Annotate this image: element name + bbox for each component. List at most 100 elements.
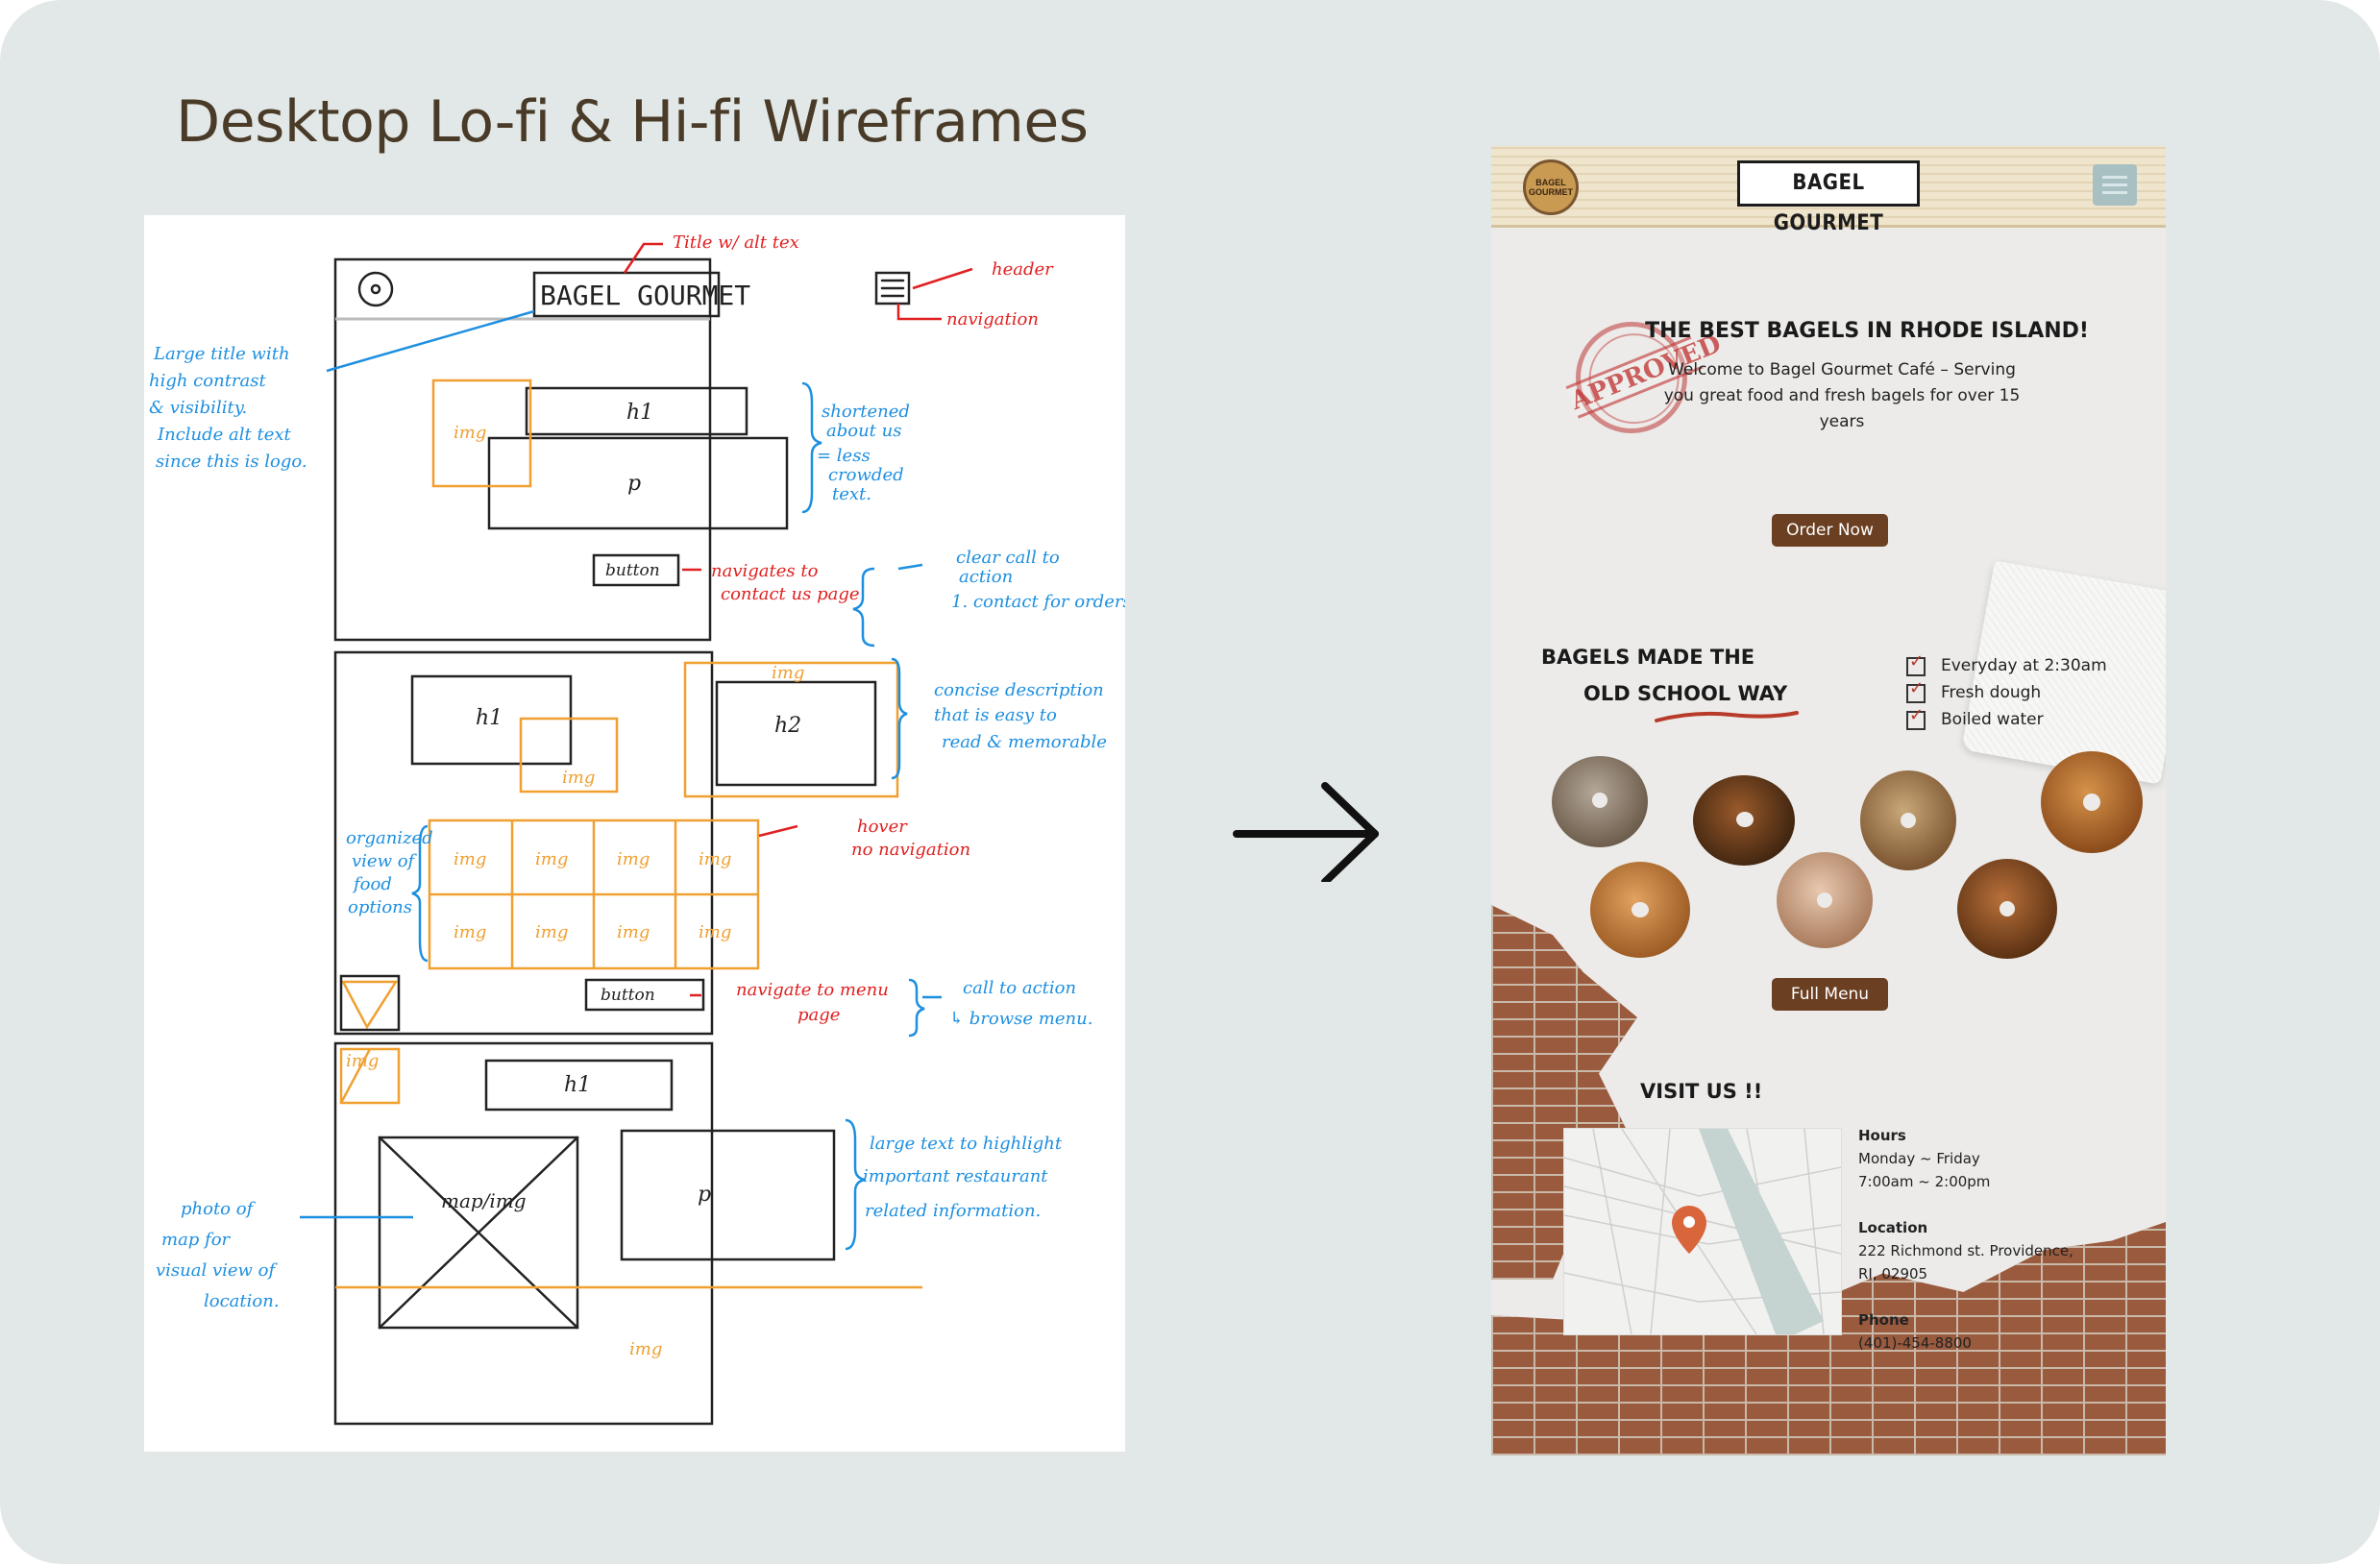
phone-label: Phone (1858, 1311, 1909, 1329)
menu-line-icon (2102, 191, 2127, 194)
svg-text:location.: location. (204, 1291, 280, 1311)
lofi-wireframe-sketch: BAGEL GOURMET h1 p button h1 h2 button h… (144, 215, 1125, 1452)
svg-text:p: p (627, 472, 641, 496)
sketch-button-box (592, 553, 680, 587)
sketch-brand-box (532, 271, 721, 318)
bagel-image (1590, 862, 1690, 958)
map-graphic (1564, 1129, 1841, 1334)
hours-label: Hours (1858, 1127, 1906, 1144)
svg-text:photo of: photo of (181, 1199, 257, 1219)
svg-text:img: img (454, 922, 486, 942)
svg-text:p: p (698, 1183, 711, 1207)
feature-checklist: Everyday at 2:30am Fresh dough Boiled wa… (1906, 651, 2107, 736)
sketch-frame-2 (333, 650, 714, 1036)
bagel-image (1552, 756, 1648, 847)
svg-text:action: action (959, 567, 1013, 587)
svg-text:h2: h2 (774, 714, 801, 738)
svg-text:clear call to: clear call to (956, 548, 1060, 568)
svg-text:view of: view of (352, 851, 418, 871)
map-pin-icon (1672, 1206, 1706, 1254)
location-info: Hours Monday ~ Friday 7:00am ~ 2:00pm Lo… (1858, 1124, 2073, 1378)
full-menu-button[interactable]: Full Menu (1772, 978, 1888, 1011)
sketch-frame-1 (333, 257, 712, 642)
svg-text:important restaurant: important restaurant (863, 1166, 1048, 1186)
phone-number[interactable]: (401)-454-8800 (1858, 1334, 1972, 1352)
svg-text:contact us page: contact us page (721, 584, 860, 604)
sketch-brand-text: BAGEL GOURMET (540, 280, 750, 311)
svg-text:img: img (629, 1339, 662, 1359)
location-label: Location (1858, 1219, 1928, 1236)
svg-text:img: img (617, 922, 650, 942)
svg-text:call to action: call to action (963, 978, 1076, 998)
checklist-item: Everyday at 2:30am (1906, 651, 2107, 682)
svg-text:since this is logo.: since this is logo. (156, 452, 307, 472)
svg-text:read & memorable: read & memorable (942, 732, 1107, 752)
location-map[interactable] (1563, 1128, 1842, 1335)
svg-text:button: button (605, 561, 660, 580)
svg-text:shortened: shortened (822, 402, 910, 422)
address-line-2: RI, 02905 (1858, 1265, 1928, 1283)
checklist-item: Boiled water (1906, 705, 2107, 736)
checkbox-icon (1906, 705, 1926, 730)
brand-title[interactable]: BAGEL GOURMET (1737, 160, 1920, 235)
svg-text:↳ browse menu.: ↳ browse menu. (949, 1009, 1092, 1029)
sketch-p-box (487, 436, 789, 530)
svg-text:related information.: related information. (865, 1201, 1041, 1221)
svg-text:header: header (992, 259, 1054, 280)
hifi-mockup: BAGEL GOURMET BAGEL GOURMET APPROVED THE… (1491, 146, 2166, 1455)
sketch-h1-box (525, 386, 748, 436)
svg-text:food: food (352, 874, 392, 894)
checkbox-icon (1906, 678, 1926, 703)
svg-text:concise description: concise description (934, 680, 1104, 700)
page-title: Desktop Lo-fi & Hi-fi Wireframes (176, 88, 1089, 156)
visit-us-title: VISIT US !! (1640, 1080, 1763, 1103)
svg-text:img: img (699, 849, 731, 869)
svg-text:button: button (601, 986, 655, 1005)
svg-text:map/img: map/img (441, 1189, 527, 1212)
svg-text:img: img (699, 922, 731, 942)
svg-text:img: img (535, 849, 568, 869)
menu-line-icon (2102, 183, 2127, 186)
svg-text:options: options (348, 897, 412, 917)
brick-wall-bottom (1491, 1222, 2166, 1455)
menu-line-icon (2102, 176, 2127, 179)
svg-text:visual view of: visual view of (156, 1260, 279, 1281)
svg-text:about us: about us (826, 421, 901, 441)
bagel-image (1693, 775, 1795, 866)
svg-text:h1: h1 (626, 401, 653, 425)
svg-text:= less: = less (817, 446, 871, 466)
svg-text:img: img (772, 663, 804, 683)
svg-text:h1: h1 (564, 1073, 591, 1097)
bagel-image (2041, 751, 2143, 853)
svg-text:Large title with: Large title with (153, 344, 290, 364)
svg-text:h1: h1 (476, 706, 503, 730)
checklist-item: Fresh dough (1906, 678, 2107, 709)
section-title-line-2: OLD SCHOOL WAY (1583, 682, 1788, 705)
section-title-line-1: BAGELS MADE THE (1541, 646, 1755, 669)
svg-text:map for: map for (161, 1230, 232, 1250)
address-line-1: 222 Richmond st. Providence, (1858, 1242, 2073, 1259)
hours-time: 7:00am ~ 2:00pm (1858, 1173, 1991, 1190)
svg-text:that is easy to: that is easy to (934, 705, 1057, 725)
svg-text:img: img (617, 849, 650, 869)
svg-text:navigation: navigation (946, 309, 1039, 330)
svg-text:img: img (535, 922, 568, 942)
hero-text: Welcome to Bagel Gourmet Café – Serving … (1663, 360, 2021, 431)
svg-text:1. contact for orders: 1. contact for orders (951, 592, 1125, 612)
bagel-image (1860, 770, 1956, 870)
svg-text:crowded: crowded (828, 465, 904, 485)
transition-arrow-icon (1233, 782, 1379, 882)
sketch-drawing: BAGEL GOURMET h1 p button h1 h2 button h… (149, 232, 1125, 1426)
svg-text:no navigation: no navigation (851, 840, 970, 860)
svg-text:large text to highlight: large text to highlight (870, 1134, 1063, 1154)
svg-text:hover: hover (857, 817, 908, 837)
svg-text:img: img (454, 423, 486, 443)
bagel-image (1957, 859, 2057, 959)
svg-text:img: img (346, 1051, 379, 1071)
sketch-logo-circle (357, 271, 394, 307)
order-now-button[interactable]: Order Now (1772, 514, 1888, 547)
logo-badge[interactable]: BAGEL GOURMET (1523, 159, 1579, 215)
sketch-frame-3 (333, 1041, 714, 1426)
hamburger-menu-button[interactable] (2093, 164, 2137, 206)
